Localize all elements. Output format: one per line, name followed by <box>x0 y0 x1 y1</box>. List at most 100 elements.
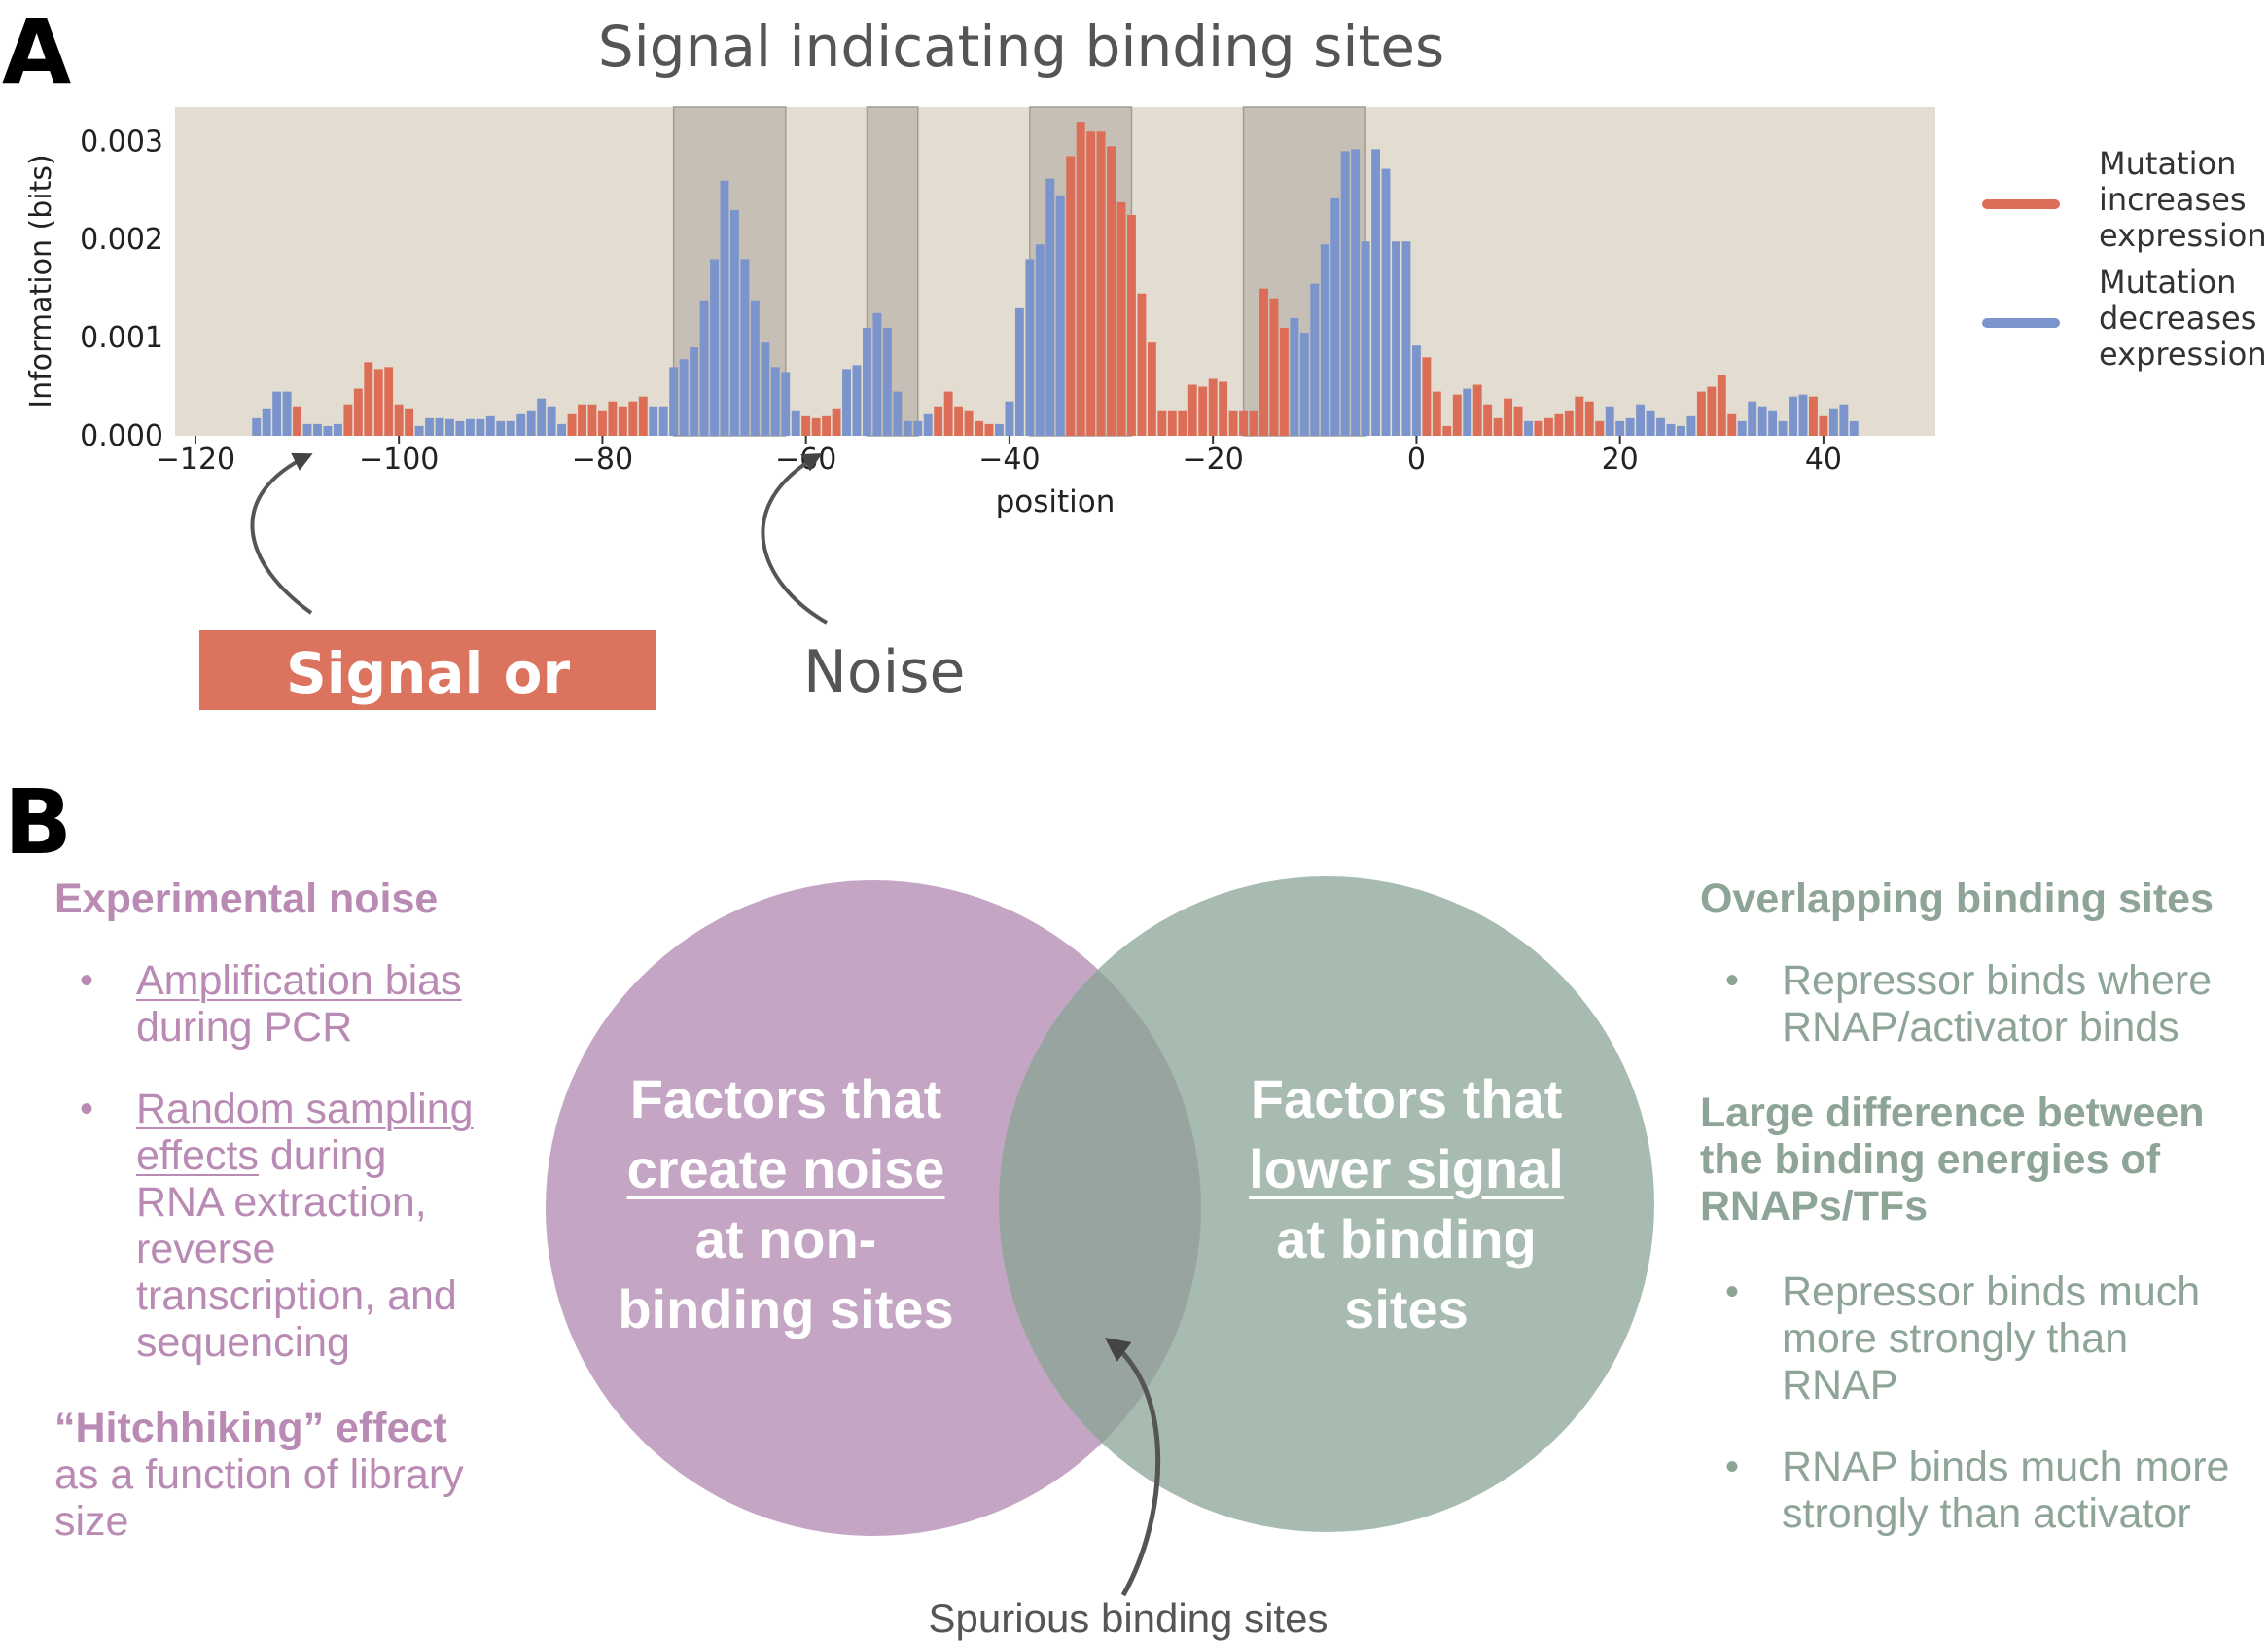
information-bar <box>1463 388 1472 436</box>
large-difference-a: Large difference between <box>1700 1089 2205 1136</box>
information-bar <box>262 408 271 436</box>
y-tick-label: 0.001 <box>80 321 163 355</box>
bullet-dot: • <box>80 959 94 1002</box>
information-bar <box>1116 201 1126 436</box>
information-bar <box>1636 404 1646 436</box>
information-bar <box>1096 131 1106 436</box>
repressor-strongly-b: more strongly than <box>1782 1315 2129 1362</box>
x-tick-label: −80 <box>572 443 633 477</box>
information-bar <box>1219 381 1228 436</box>
large-difference-heading: Large difference between the binding ene… <box>1700 1089 2205 1230</box>
information-bar <box>1789 396 1797 436</box>
venn-left-line1: Factors that <box>629 1068 942 1129</box>
information-bar <box>455 420 465 436</box>
information-bar <box>1228 410 1238 436</box>
x-axis-label: position <box>996 484 1116 519</box>
information-bar <box>690 347 699 436</box>
noise-label: Noise <box>803 638 966 706</box>
experimental-noise-heading: Experimental noise <box>54 875 439 922</box>
random-sampling-link[interactable]: Random sampling <box>136 1086 474 1132</box>
information-bar <box>1045 178 1055 436</box>
information-bar <box>496 420 506 436</box>
information-bar <box>364 362 373 436</box>
information-bar <box>608 401 618 436</box>
information-bar <box>842 369 851 436</box>
repressor-binds-where-a: Repressor binds where <box>1782 957 2213 1004</box>
information-bar <box>1025 259 1035 436</box>
information-bar <box>506 420 515 436</box>
information-bar <box>537 398 547 436</box>
y-tick-label: 0.000 <box>80 419 163 453</box>
information-bar <box>353 388 363 436</box>
information-bar <box>628 401 638 436</box>
information-bar <box>1646 410 1655 436</box>
large-difference-c: RNAPs/TFs <box>1700 1183 1929 1230</box>
information-bar <box>669 367 679 436</box>
information-bar <box>761 342 770 436</box>
information-bar <box>822 415 832 436</box>
information-bar <box>1625 417 1635 436</box>
information-bar <box>516 413 526 436</box>
information-bar <box>1737 420 1747 436</box>
information-bar <box>597 410 607 436</box>
information-bar <box>740 259 750 436</box>
random-sampling-rest-e: sequencing <box>136 1319 350 1366</box>
information-bar <box>557 423 567 436</box>
information-bar <box>313 423 322 436</box>
information-bar <box>485 415 495 436</box>
information-bar <box>405 408 414 436</box>
information-bar <box>1055 195 1065 436</box>
information-bar <box>1411 345 1421 436</box>
hitchhiking-rest-b: size <box>54 1498 129 1545</box>
information-bar <box>1014 307 1024 436</box>
venn-right-line3: at binding <box>1276 1208 1537 1269</box>
information-bar <box>1422 357 1432 436</box>
information-bar <box>1066 156 1076 436</box>
legend-decreases-swatch <box>1982 318 2060 328</box>
information-bar <box>465 418 475 436</box>
information-bar <box>293 406 301 436</box>
information-bar <box>638 396 648 436</box>
information-bar <box>1828 408 1838 436</box>
noise-arrow <box>761 453 828 625</box>
information-bar <box>658 406 668 436</box>
panel-a-label: A <box>2 0 72 104</box>
x-tick-label: 0 <box>1407 443 1426 477</box>
information-bar <box>252 417 262 436</box>
information-bar <box>1778 420 1788 436</box>
information-bar <box>1839 404 1849 436</box>
right-factors-text: Overlapping binding sites • Repressor bi… <box>1700 875 2264 1556</box>
information-bar <box>1167 410 1177 436</box>
amplification-bias-link[interactable]: Amplification bias <box>136 957 462 1004</box>
venn-left-line3: at non- <box>694 1208 877 1269</box>
legend-increases-line2: increases <box>2099 181 2247 218</box>
venn-left-line4: binding sites <box>618 1278 954 1339</box>
legend-increases-line1: Mutation <box>2099 145 2237 182</box>
information-bar <box>333 423 342 436</box>
information-bar <box>618 406 627 436</box>
information-bar <box>1472 384 1482 436</box>
spurious-arrow <box>1104 1338 1161 1597</box>
information-bar <box>1524 420 1533 436</box>
information-bar <box>1534 420 1543 436</box>
information-bar <box>1239 410 1249 436</box>
information-bar <box>1127 214 1136 436</box>
information-bar <box>1686 415 1696 436</box>
information-bar <box>1748 401 1757 436</box>
venn-left-circle <box>546 880 1201 1536</box>
signal-or-noise-callout: Signal or noise? <box>199 630 656 772</box>
random-sampling-link-cont[interactable]: effects <box>136 1132 259 1179</box>
large-difference-b: the binding energies of <box>1700 1136 2161 1183</box>
information-bar <box>567 413 577 436</box>
signal-arrow <box>250 452 313 615</box>
information-bar <box>414 425 424 436</box>
information-bar <box>1381 168 1391 436</box>
information-bar <box>435 417 444 436</box>
x-tick-label: −120 <box>156 443 235 477</box>
information-bar <box>272 391 282 436</box>
amplification-bias-item: Amplification bias during PCR <box>136 957 525 1051</box>
information-bar <box>791 410 800 436</box>
information-bar <box>1320 244 1329 436</box>
information-bar <box>882 328 892 436</box>
